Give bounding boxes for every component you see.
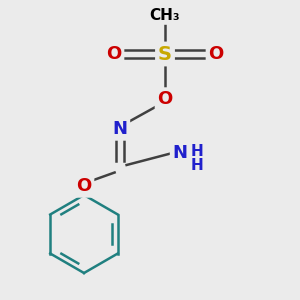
Text: H: H <box>190 144 203 159</box>
Text: H: H <box>190 158 203 172</box>
Text: O: O <box>106 45 122 63</box>
Text: CH₃: CH₃ <box>150 8 180 22</box>
Text: O: O <box>76 177 92 195</box>
Text: N: N <box>172 144 188 162</box>
Text: S: S <box>158 44 172 64</box>
Text: O: O <box>208 45 224 63</box>
Text: N: N <box>112 120 128 138</box>
Text: O: O <box>158 90 172 108</box>
